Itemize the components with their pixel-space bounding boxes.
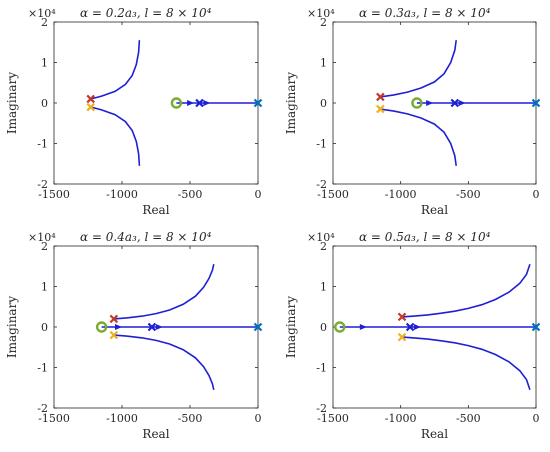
x-tick-label: -1500 — [317, 412, 349, 425]
x-tick-label: -1500 — [317, 188, 349, 201]
x-tick-label: -500 — [456, 412, 481, 425]
y-tick-label: 1 — [320, 281, 327, 294]
x-tick-label: 0 — [255, 188, 262, 201]
locus-lower — [90, 106, 141, 166]
panel-title: α = 0.4a₃, l = 8 × 10⁴ — [80, 230, 212, 244]
y-tick-label: 2 — [41, 240, 48, 253]
panel-1: -1500 -1000 -500 0 -2 -1 0 1 2 Real Imaginary ×10⁴ α… — [5, 6, 263, 217]
y-tick-label: -1 — [316, 138, 327, 151]
y-tick-label: 2 — [320, 240, 327, 253]
x-axis-label: Real — [142, 203, 169, 217]
y-axis-label: Imaginary — [5, 72, 19, 134]
y-multiplier: ×10⁴ — [28, 231, 56, 244]
direction-arrow — [187, 100, 195, 106]
x-tick-label: -1000 — [106, 412, 138, 425]
panel-title: α = 0.2a₃, l = 8 × 10⁴ — [80, 6, 212, 20]
y-multiplier: ×10⁴ — [28, 7, 56, 20]
pole-lower-marker — [109, 330, 119, 340]
pole-real-marker — [195, 98, 204, 108]
x-tick-label: -1500 — [38, 412, 70, 425]
plot-area — [101, 264, 258, 390]
pole-lower-marker — [397, 332, 407, 342]
x-tick-label: 0 — [533, 188, 540, 201]
x-tick-label: -1000 — [385, 188, 417, 201]
zero-marker — [411, 97, 423, 109]
pole-origin-marker — [253, 322, 263, 332]
pole-real-marker — [147, 322, 157, 332]
x-tick-label: -500 — [178, 188, 203, 201]
y-tick-label: 0 — [41, 97, 48, 110]
y-tick-label: 1 — [41, 281, 48, 294]
pole-lower-marker — [376, 104, 385, 114]
zero-marker — [334, 321, 346, 333]
pole-upper-marker — [397, 312, 407, 322]
direction-arrow — [426, 100, 434, 106]
y-tick-label: -2 — [37, 178, 48, 191]
panel-title: α = 0.3a₃, l = 8 × 10⁴ — [359, 6, 491, 20]
x-tick-label: -500 — [456, 188, 481, 201]
y-tick-label: 2 — [41, 16, 48, 29]
x-axis-label: Real — [142, 427, 169, 441]
direction-arrow — [155, 324, 163, 330]
y-tick-label: 0 — [320, 97, 327, 110]
plot-area — [380, 40, 536, 166]
x-axis-label: Real — [421, 203, 448, 217]
x-axis-label: Real — [421, 427, 448, 441]
pole-real-marker — [450, 98, 460, 108]
x-tick-label: -1000 — [106, 188, 138, 201]
direction-arrow — [458, 100, 466, 106]
direction-arrow — [359, 324, 367, 330]
y-tick-label: -1 — [316, 362, 327, 375]
pole-origin-marker — [531, 98, 541, 108]
x-tick-label: -500 — [178, 412, 203, 425]
y-tick-label: -2 — [316, 178, 327, 191]
locus-lower — [401, 336, 531, 391]
locus-upper — [380, 40, 457, 98]
y-multiplier: ×10⁴ — [307, 7, 335, 20]
zero-marker — [170, 97, 183, 109]
y-tick-label: 1 — [41, 57, 48, 70]
y-tick-label: -1 — [37, 362, 48, 375]
panel-2: -1500 -1000 -500 0 -2 -1 0 1 2 Real Imaginary ×10⁴ α… — [284, 6, 541, 217]
pole-real-marker — [405, 322, 415, 332]
panel-title: α = 0.5a₃, l = 8 × 10⁴ — [359, 230, 491, 244]
x-tick-label: 0 — [533, 412, 540, 425]
y-tick-label: 0 — [320, 321, 327, 334]
pole-upper-marker — [376, 92, 385, 102]
x-tick-label: 0 — [255, 412, 262, 425]
locus-upper — [90, 40, 141, 100]
direction-arrow — [203, 100, 211, 106]
pole-lower-marker — [86, 102, 95, 112]
y-axis-label: Imaginary — [284, 72, 298, 134]
direction-arrow — [115, 324, 122, 330]
direction-arrow — [413, 324, 421, 330]
x-tick-label: -1000 — [385, 412, 417, 425]
pole-origin-marker — [253, 98, 263, 108]
y-tick-label: -1 — [37, 138, 48, 151]
y-multiplier: ×10⁴ — [307, 231, 335, 244]
panel-4: -1500 -1000 -500 0 -2 -1 0 1 2 Real Imaginary ×10⁴ α… — [284, 230, 541, 441]
pole-upper-marker — [86, 94, 95, 104]
locus-lower — [380, 108, 457, 166]
locus-upper — [401, 263, 531, 318]
plot-area — [339, 263, 536, 391]
y-tick-label: 0 — [41, 321, 48, 334]
plot-area — [90, 40, 258, 166]
locus-lower — [113, 334, 215, 390]
x-tick-label: -1500 — [38, 188, 70, 201]
panel-3: -1500 -1000 -500 0 -2 -1 0 1 2 Real Imaginary ×10⁴ α… — [5, 230, 263, 441]
pole-origin-marker — [531, 322, 541, 332]
y-tick-label: 2 — [320, 16, 327, 29]
y-tick-label: -2 — [37, 402, 48, 415]
zero-marker — [95, 321, 108, 333]
y-axis-label: Imaginary — [5, 296, 19, 358]
y-tick-label: 1 — [320, 57, 327, 70]
locus-upper — [113, 264, 215, 320]
y-axis-label: Imaginary — [284, 296, 298, 358]
pole-upper-marker — [109, 314, 119, 324]
y-tick-label: -2 — [316, 402, 327, 415]
